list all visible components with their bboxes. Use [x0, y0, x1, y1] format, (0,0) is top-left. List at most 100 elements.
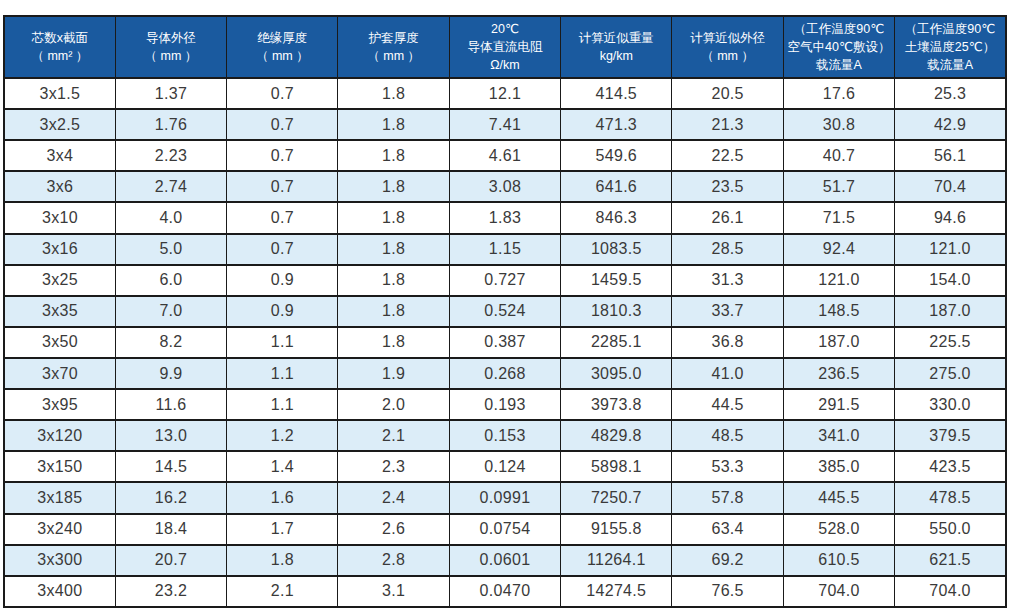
cell-cores-x-section: 3x25	[4, 265, 115, 296]
cell-sheath-thickness: 2.8	[338, 545, 449, 576]
cell-dc-resistance-20c: 0.387	[449, 327, 560, 358]
header-line: （ mm² ）	[6, 47, 114, 65]
table-row: 3x508.21.11.80.3872285.136.8187.0225.5	[4, 327, 1006, 358]
cell-conductor-od: 18.4	[115, 514, 226, 545]
cell-dc-resistance-20c: 0.193	[449, 389, 560, 420]
cable-spec-table: 芯数x截面（ mm² ）导体外径（ mm ）绝缘厚度（ mm ）护套厚度（ mm…	[3, 15, 1007, 608]
cell-sheath-thickness: 1.8	[338, 296, 449, 327]
cell-ampacity-air: 236.5	[783, 358, 894, 389]
cell-ampacity-air: 51.7	[783, 171, 894, 202]
cell-insulation-thickness: 1.6	[227, 482, 338, 513]
cell-dc-resistance-20c: 3.08	[449, 171, 560, 202]
header-line: 20℃	[451, 20, 559, 38]
table-row: 3x1.51.370.71.812.1414.520.517.625.3	[4, 78, 1006, 109]
cell-insulation-thickness: 1.4	[227, 451, 338, 482]
header-line: （ mm ）	[673, 47, 781, 65]
cell-approx-weight: 4829.8	[561, 420, 672, 451]
cell-conductor-od: 2.74	[115, 171, 226, 202]
cell-ampacity-air: 121.0	[783, 265, 894, 296]
cell-ampacity-air: 187.0	[783, 327, 894, 358]
cell-ampacity-soil: 121.0	[895, 234, 1006, 265]
cell-conductor-od: 7.0	[115, 296, 226, 327]
cell-ampacity-soil: 379.5	[895, 420, 1006, 451]
cell-conductor-od: 5.0	[115, 234, 226, 265]
cell-ampacity-air: 30.8	[783, 109, 894, 140]
cell-cores-x-section: 3x50	[4, 327, 115, 358]
cell-ampacity-soil: 42.9	[895, 109, 1006, 140]
cell-sheath-thickness: 1.8	[338, 265, 449, 296]
col-header-ampacity-air: （工作温度90℃空气中40℃敷设）载流量A	[783, 16, 894, 78]
header-line: 载流量A	[785, 56, 893, 74]
header-line: 导体外径	[117, 29, 225, 47]
cell-sheath-thickness: 1.9	[338, 358, 449, 389]
table-row: 3x12013.01.22.10.1534829.848.5341.0379.5	[4, 420, 1006, 451]
cell-ampacity-air: 148.5	[783, 296, 894, 327]
table-row: 3x62.740.71.83.08641.623.551.770.4	[4, 171, 1006, 202]
cell-approx-od: 23.5	[672, 171, 783, 202]
cell-ampacity-soil: 94.6	[895, 202, 1006, 233]
header-line: 计算近似重量	[562, 29, 670, 47]
cell-approx-od: 69.2	[672, 545, 783, 576]
header-line: 绝缘厚度	[228, 29, 336, 47]
cell-ampacity-air: 341.0	[783, 420, 894, 451]
cell-ampacity-air: 528.0	[783, 514, 894, 545]
header-line: 芯数x截面	[6, 29, 114, 47]
cell-approx-od: 63.4	[672, 514, 783, 545]
table-row: 3x9511.61.12.00.1933973.844.5291.5330.0	[4, 389, 1006, 420]
header-line: （ mm ）	[339, 47, 447, 65]
cell-conductor-od: 9.9	[115, 358, 226, 389]
cell-insulation-thickness: 0.9	[227, 296, 338, 327]
cell-insulation-thickness: 0.7	[227, 78, 338, 109]
cell-approx-weight: 3095.0	[561, 358, 672, 389]
table-row: 3x256.00.91.80.7271459.531.3121.0154.0	[4, 265, 1006, 296]
header-line: 导体直流电阻	[451, 38, 559, 56]
cell-insulation-thickness: 1.8	[227, 545, 338, 576]
cell-approx-od: 41.0	[672, 358, 783, 389]
table-row: 3x40023.22.13.10.047014274.576.5704.0704…	[4, 576, 1006, 607]
cell-dc-resistance-20c: 0.268	[449, 358, 560, 389]
header-line: 土壤温度25℃）	[896, 38, 1004, 56]
cell-sheath-thickness: 1.8	[338, 78, 449, 109]
cell-insulation-thickness: 1.2	[227, 420, 338, 451]
cell-approx-weight: 846.3	[561, 202, 672, 233]
cell-sheath-thickness: 2.0	[338, 389, 449, 420]
cell-sheath-thickness: 1.8	[338, 234, 449, 265]
cell-approx-od: 31.3	[672, 265, 783, 296]
cell-cores-x-section: 3x95	[4, 389, 115, 420]
cell-approx-od: 22.5	[672, 140, 783, 171]
cell-insulation-thickness: 1.1	[227, 358, 338, 389]
table-row: 3x357.00.91.80.5241810.333.7148.5187.0	[4, 296, 1006, 327]
table-row: 3x165.00.71.81.151083.528.592.4121.0	[4, 234, 1006, 265]
cell-insulation-thickness: 0.7	[227, 140, 338, 171]
cell-conductor-od: 20.7	[115, 545, 226, 576]
cell-ampacity-soil: 478.5	[895, 482, 1006, 513]
cell-cores-x-section: 3x4	[4, 140, 115, 171]
cell-approx-od: 53.3	[672, 451, 783, 482]
col-header-insulation-thickness: 绝缘厚度（ mm ）	[227, 16, 338, 78]
cell-ampacity-air: 17.6	[783, 78, 894, 109]
cell-sheath-thickness: 1.8	[338, 171, 449, 202]
cell-approx-od: 33.7	[672, 296, 783, 327]
cell-approx-od: 57.8	[672, 482, 783, 513]
table-row: 3x30020.71.82.80.060111264.169.2610.5621…	[4, 545, 1006, 576]
cell-ampacity-soil: 550.0	[895, 514, 1006, 545]
cell-cores-x-section: 3x16	[4, 234, 115, 265]
cell-dc-resistance-20c: 0.124	[449, 451, 560, 482]
cell-sheath-thickness: 3.1	[338, 576, 449, 607]
cell-dc-resistance-20c: 1.83	[449, 202, 560, 233]
header-line: （ mm ）	[228, 47, 336, 65]
cell-ampacity-soil: 621.5	[895, 545, 1006, 576]
header-line: （ mm ）	[117, 47, 225, 65]
cell-insulation-thickness: 0.7	[227, 234, 338, 265]
table-row: 3x2.51.760.71.87.41471.321.330.842.9	[4, 109, 1006, 140]
cell-conductor-od: 23.2	[115, 576, 226, 607]
cell-ampacity-soil: 70.4	[895, 171, 1006, 202]
cell-dc-resistance-20c: 12.1	[449, 78, 560, 109]
col-header-cores-x-section: 芯数x截面（ mm² ）	[4, 16, 115, 78]
cell-approx-weight: 471.3	[561, 109, 672, 140]
cell-insulation-thickness: 1.1	[227, 389, 338, 420]
cell-conductor-od: 16.2	[115, 482, 226, 513]
cell-approx-weight: 3973.8	[561, 389, 672, 420]
table-row: 3x18516.21.62.40.09917250.757.8445.5478.…	[4, 482, 1006, 513]
cell-insulation-thickness: 1.1	[227, 327, 338, 358]
